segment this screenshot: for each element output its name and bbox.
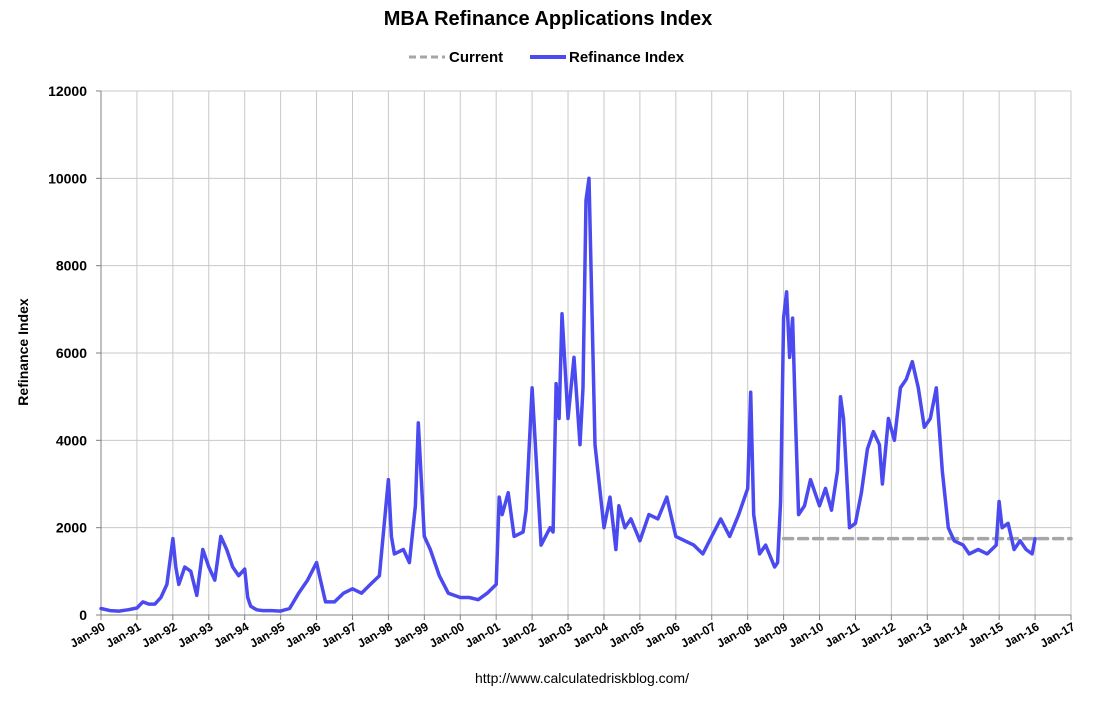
chart-title: MBA Refinance Applications Index <box>384 8 713 30</box>
x-tick-label: Jan-11 <box>823 619 863 650</box>
y-tick-label: 12000 <box>48 83 87 99</box>
x-tick-label: Jan-98 <box>355 619 395 650</box>
x-tick-label: Jan-95 <box>247 619 287 650</box>
x-tick-label: Jan-13 <box>894 619 934 650</box>
x-tick-label: Jan-14 <box>930 619 970 650</box>
x-tick-label: Jan-16 <box>1002 619 1042 650</box>
refinance-index-line <box>99 176 1037 613</box>
x-tick-label: Jan-12 <box>858 619 898 650</box>
y-tick-label: 8000 <box>56 258 87 274</box>
axes <box>96 90 1072 620</box>
x-tick-label: Jan-08 <box>714 619 754 650</box>
y-tick-label: 2000 <box>56 520 87 536</box>
y-axis-label: Refinance Index <box>15 298 31 406</box>
y-tick-labels: 0 2000 4000 6000 8000 10000 12000 <box>48 83 87 623</box>
series <box>99 176 1073 613</box>
x-tick-label: Jan-96 <box>283 619 323 650</box>
y-tick-label: 0 <box>79 607 87 623</box>
x-tick-label: Jan-10 <box>786 619 826 650</box>
legend-refinance-label: Refinance Index <box>569 49 685 66</box>
y-tick-label: 10000 <box>48 170 87 186</box>
x-tick-label: Jan-91 <box>103 619 143 650</box>
x-tick-label: Jan-09 <box>750 619 790 650</box>
legend-current-label: Current <box>449 49 503 66</box>
x-tick-label: Jan-00 <box>427 619 467 650</box>
x-tick-label: Jan-90 <box>68 619 108 650</box>
x-tick-label: Jan-17 <box>1038 619 1078 650</box>
x-tick-label: Jan-05 <box>606 619 646 650</box>
x-tick-label: Jan-93 <box>175 619 215 650</box>
x-tick-label: Jan-92 <box>139 619 179 650</box>
grid <box>101 90 1072 615</box>
legend: Current Refinance Index <box>409 49 685 66</box>
x-tick-label: Jan-99 <box>391 619 431 650</box>
x-tick-label: Jan-04 <box>571 619 611 650</box>
y-tick-label: 4000 <box>56 432 87 448</box>
source-url: http://www.calculatedriskblog.com/ <box>475 670 689 686</box>
x-tick-label: Jan-94 <box>211 619 251 650</box>
x-tick-label: Jan-06 <box>642 619 682 650</box>
x-tick-label: Jan-03 <box>535 619 575 650</box>
x-tick-label: Jan-02 <box>499 619 539 650</box>
y-tick-label: 6000 <box>56 345 87 361</box>
x-tick-labels: Jan-90Jan-91Jan-92Jan-93Jan-94Jan-95Jan-… <box>68 619 1078 650</box>
x-tick-label: Jan-07 <box>678 619 718 650</box>
x-tick-label: Jan-97 <box>319 619 359 650</box>
x-tick-label: Jan-15 <box>966 619 1006 650</box>
x-tick-label: Jan-01 <box>463 619 503 650</box>
